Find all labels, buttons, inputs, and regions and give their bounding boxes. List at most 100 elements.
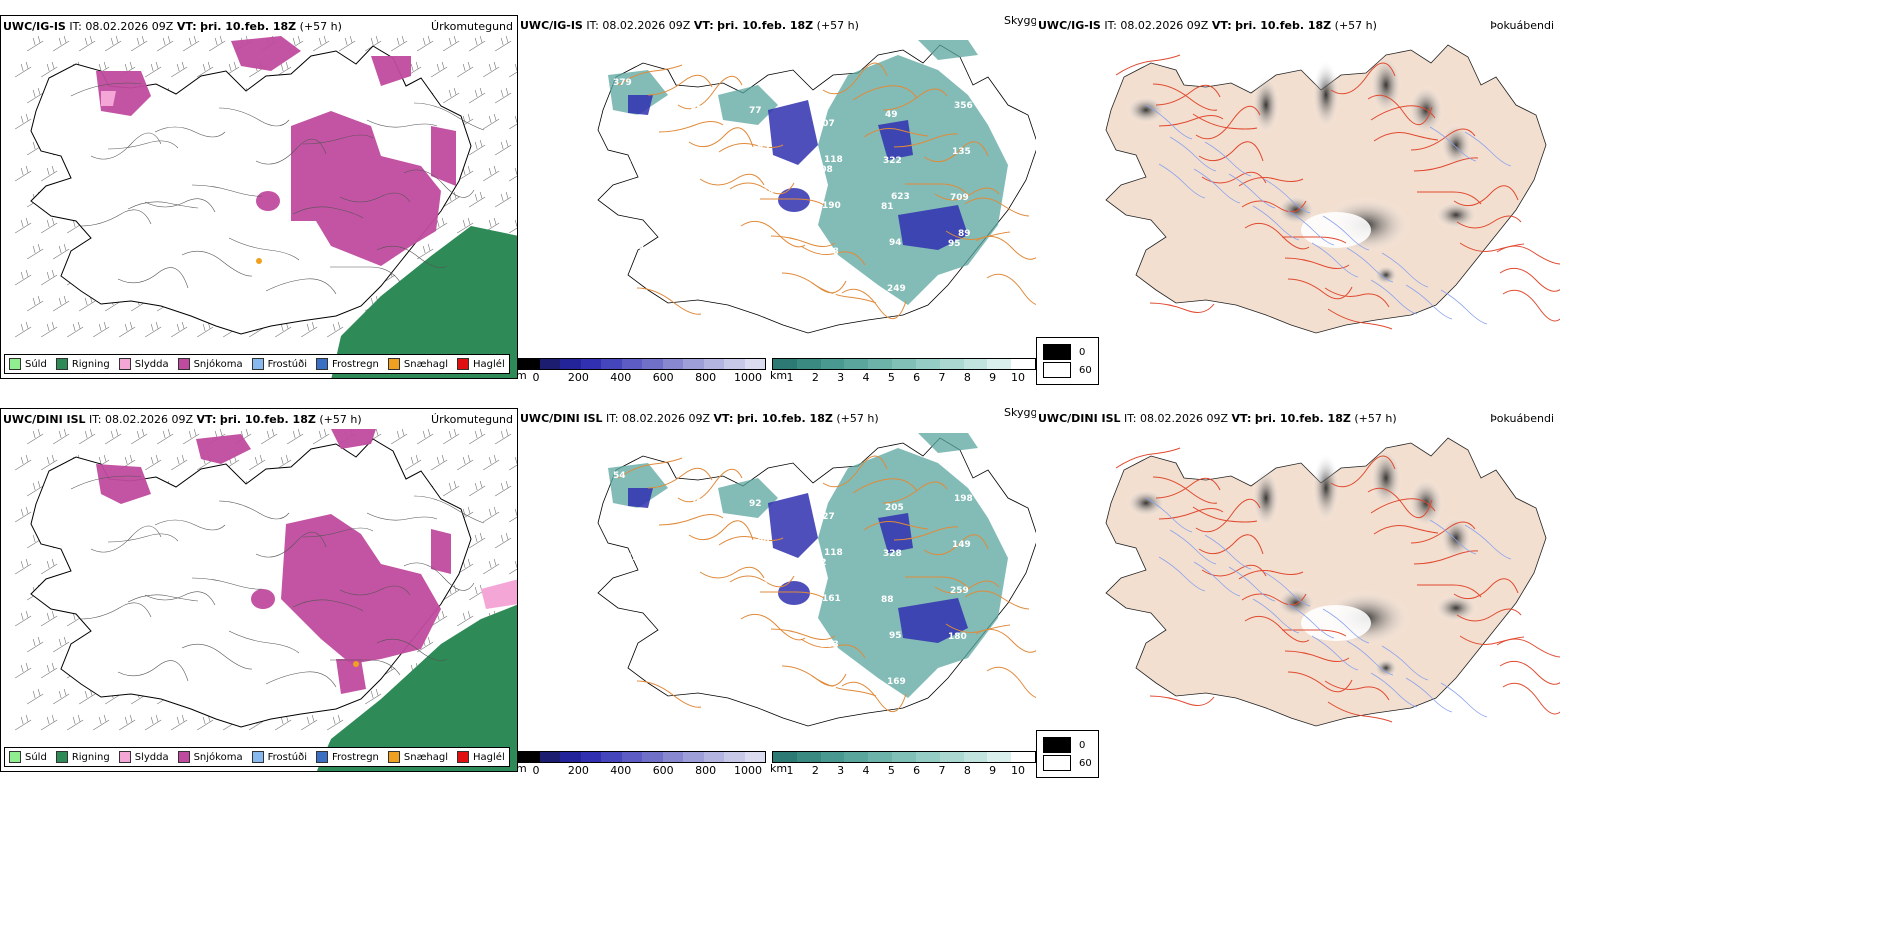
precip-type-legend: Súld Rigning Slydda Snjókoma Frostúði Frostre… bbox=[4, 747, 510, 767]
road-line bbox=[1244, 615, 1310, 643]
road-line bbox=[1238, 177, 1304, 187]
colorbar-cell bbox=[868, 752, 893, 762]
road-line bbox=[1456, 608, 1522, 622]
wind-barb bbox=[508, 219, 517, 234]
wind-barb bbox=[456, 61, 474, 78]
river-line bbox=[1287, 603, 1335, 639]
road-line bbox=[403, 562, 475, 591]
colorbar-cell bbox=[662, 752, 683, 762]
colorbar-cell bbox=[892, 752, 916, 762]
colorbar-cell bbox=[703, 359, 724, 369]
wind-barb bbox=[170, 714, 188, 731]
wind-barb bbox=[156, 35, 174, 52]
fog-legend-item: 0 bbox=[1043, 737, 1092, 753]
fog-legend-item: 60 bbox=[1043, 362, 1092, 378]
colorbar-tick: 10 bbox=[1011, 371, 1025, 384]
road-line bbox=[893, 133, 959, 148]
colorbar-tick: 9 bbox=[989, 371, 997, 384]
river-line bbox=[1145, 497, 1193, 533]
river-line bbox=[1322, 215, 1370, 251]
colorbar-tick: 6 bbox=[913, 371, 921, 384]
road-line bbox=[127, 201, 199, 210]
wind-barb bbox=[26, 636, 44, 653]
cloudbase-label: 128 bbox=[956, 275, 975, 285]
wind-barb bbox=[144, 61, 162, 78]
wind-barb bbox=[118, 714, 136, 731]
colorbar-cell bbox=[580, 752, 601, 762]
wind-barb bbox=[468, 87, 486, 104]
wind-barb bbox=[144, 454, 162, 471]
cloudbase-label: 286 bbox=[751, 673, 770, 683]
colorbar-cell bbox=[642, 359, 663, 369]
road-line bbox=[882, 88, 948, 111]
visibility-map-top: 379 104 94 208 81 95 68 88 77 107 322 709 624 215 166 1… bbox=[597, 40, 1038, 334]
road-line bbox=[339, 192, 411, 203]
rain-area bbox=[331, 226, 517, 378]
colorbar-cell bbox=[1011, 752, 1035, 762]
low-visibility-area bbox=[608, 463, 668, 508]
road-line bbox=[107, 533, 179, 543]
wind-barb bbox=[468, 35, 486, 52]
river-line bbox=[1204, 534, 1252, 570]
cloudbase-label: 118 bbox=[824, 155, 843, 165]
cloudbase-label: 198 bbox=[954, 494, 973, 504]
road-line bbox=[144, 198, 216, 213]
glacier bbox=[1301, 605, 1371, 641]
fog-blob bbox=[1252, 468, 1280, 528]
river-line bbox=[1429, 126, 1477, 162]
colorbar-cell bbox=[580, 359, 601, 369]
legend-label: Rigning bbox=[71, 358, 110, 370]
colorbar-cell bbox=[539, 752, 560, 762]
road-line bbox=[292, 599, 364, 612]
fog-panel-top: UWC/IG-IS IT: 08.02.2026 09Z VT: þri. 10… bbox=[1036, 15, 1560, 379]
snow-area bbox=[431, 529, 451, 574]
road-line bbox=[904, 576, 970, 590]
fog-legend-label: 60 bbox=[1079, 757, 1092, 769]
road-line bbox=[1324, 680, 1390, 701]
cloudbase-label: 124 bbox=[755, 188, 774, 198]
fog-blob bbox=[1440, 123, 1472, 167]
river-line bbox=[1464, 131, 1512, 167]
road-line bbox=[1149, 302, 1215, 313]
fog-blob bbox=[1440, 516, 1472, 560]
road-line bbox=[1330, 62, 1396, 95]
river-line bbox=[1145, 104, 1193, 140]
road-line bbox=[1192, 506, 1258, 523]
colorbar-cell bbox=[773, 752, 797, 762]
road-line bbox=[1158, 508, 1224, 520]
road-line bbox=[413, 102, 485, 131]
wind-barb bbox=[430, 454, 448, 471]
wind-barb bbox=[40, 61, 58, 78]
wind-barb bbox=[52, 688, 70, 705]
wind-barb bbox=[482, 454, 500, 471]
low-cloudbase-area bbox=[768, 100, 818, 165]
road-line bbox=[658, 514, 724, 526]
wind-barb bbox=[66, 321, 84, 338]
road-line bbox=[1198, 534, 1264, 555]
river-line bbox=[1381, 645, 1429, 681]
low-cloudbase-area bbox=[778, 188, 810, 212]
legend-swatch bbox=[251, 751, 264, 763]
road-line bbox=[191, 184, 263, 197]
road-line bbox=[863, 521, 929, 531]
visibility-ticks: 1 2 3 4 5 6 7 8 9 10 bbox=[772, 763, 1036, 777]
road-line bbox=[1496, 638, 1560, 658]
legend-item: Snæhagl bbox=[387, 358, 448, 370]
colorbar-cell bbox=[939, 752, 964, 762]
cloudbase-label: 306 bbox=[625, 242, 644, 252]
colorbar-tick: 1 bbox=[786, 371, 794, 384]
road-line bbox=[265, 671, 337, 688]
road-line bbox=[688, 127, 754, 148]
snow-area bbox=[431, 126, 456, 186]
cloudbase-label: 179 bbox=[682, 682, 701, 692]
wind-barb bbox=[468, 191, 486, 208]
legend-swatch bbox=[387, 358, 400, 370]
road-line bbox=[852, 478, 918, 494]
panel-name-precip: Úrkomutegund bbox=[431, 413, 513, 426]
colorbar-cell bbox=[744, 359, 765, 369]
wind-barb bbox=[40, 662, 58, 679]
wind-barb bbox=[404, 454, 422, 471]
cloudbase-label: 328 bbox=[883, 549, 902, 559]
colorbar-tick: 400 bbox=[610, 371, 632, 384]
cloudbase-label: 249 bbox=[887, 284, 906, 294]
